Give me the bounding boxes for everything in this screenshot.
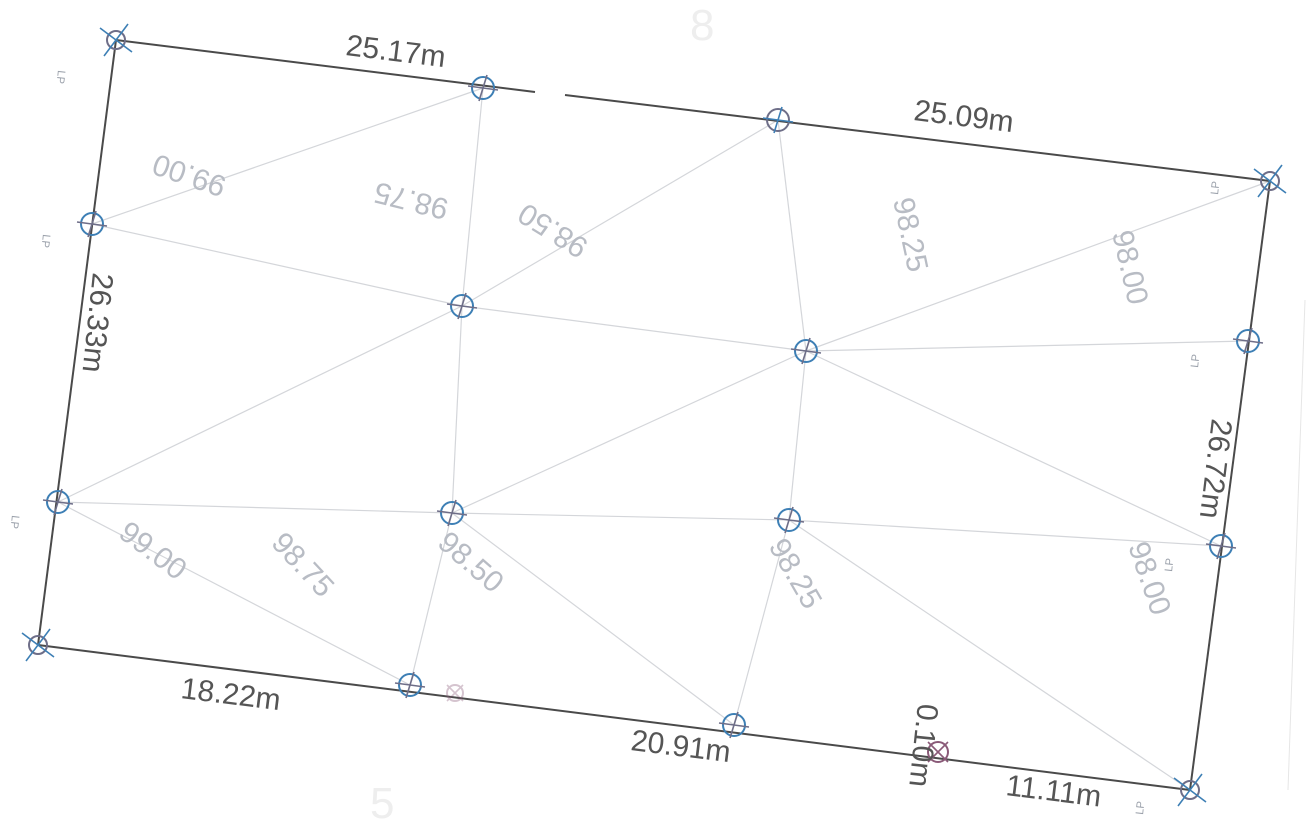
survey-marker-icon — [927, 741, 949, 763]
background-lot-numbers: 8 5 — [370, 1, 714, 828]
boundary-left — [37, 39, 117, 646]
boundary-top-right — [564, 94, 1271, 182]
survey-marker-icon — [1232, 327, 1264, 355]
point-tag: LP — [39, 234, 52, 249]
mesh-line — [57, 501, 411, 686]
mesh-line — [451, 305, 463, 514]
survey-marker-icon — [446, 292, 478, 320]
survey-markers — [21, 23, 1287, 807]
survey-marker-icon — [1173, 773, 1207, 807]
mesh-line — [461, 305, 807, 352]
mesh-line — [451, 512, 790, 521]
contour-label: 98.00 — [1105, 227, 1154, 308]
mesh-line — [461, 87, 484, 307]
dimension-left: 26.33m — [76, 271, 119, 374]
boundary-right — [1189, 180, 1271, 791]
contour-label: 98.25 — [886, 195, 934, 275]
point-tag: LP — [1209, 181, 1222, 196]
survey-marker-icon — [394, 671, 426, 699]
boundary-top-left — [115, 39, 536, 93]
survey-marker-icon — [762, 106, 794, 134]
mesh-line — [57, 305, 463, 503]
contour-label: 98.75 — [371, 175, 452, 225]
mesh-line — [805, 350, 1222, 547]
dimension-bottom-short: 0.10m — [902, 702, 944, 788]
survey-marker-icon — [21, 628, 55, 662]
lot-number-bottom: 5 — [370, 779, 394, 828]
survey-marker-icon — [718, 711, 750, 739]
triangulation-mesh — [57, 87, 1271, 791]
mesh-line — [788, 519, 1191, 791]
mesh-line — [461, 119, 779, 307]
mesh-line — [409, 512, 453, 686]
contour-label: 98.50 — [431, 525, 509, 599]
mesh-line — [733, 519, 790, 726]
point-tag: LP — [1163, 558, 1176, 573]
neighbor-boundary-line — [1287, 299, 1306, 791]
mesh-line — [788, 519, 1222, 547]
contour-label: 99.00 — [149, 147, 231, 203]
contour-labels: 99.00 98.75 98.50 98.25 98.00 99.00 98.7… — [113, 147, 1177, 619]
contour-label: 98.75 — [265, 526, 340, 603]
survey-marker-icon — [99, 23, 133, 57]
survey-marker-icon — [1253, 164, 1287, 198]
dimension-top-right: 25.09m — [912, 94, 1015, 139]
point-tag: LP — [8, 515, 21, 530]
mesh-line — [805, 340, 1249, 352]
survey-marker-icon — [467, 74, 499, 102]
dimension-labels: 25.17m 25.09m 26.33m 26.72m 18.22m 20.91… — [76, 29, 1238, 813]
contour-label: 98.00 — [1121, 538, 1177, 620]
survey-marker-icon — [76, 210, 108, 238]
mesh-line — [451, 512, 735, 726]
point-tags: LP LP LP LP LP LP LP — [8, 70, 1223, 816]
survey-marker-icon — [436, 499, 468, 527]
mesh-line — [451, 350, 807, 514]
mesh-line — [788, 350, 807, 521]
contour-label: 99.00 — [113, 515, 193, 587]
dimension-bottom-right: 11.11m — [1004, 769, 1103, 813]
mesh-line — [805, 180, 1271, 352]
survey-marker-icon — [790, 337, 822, 365]
survey-marker-icon — [446, 684, 464, 702]
mesh-line — [91, 223, 463, 307]
lot-boundary — [37, 39, 1271, 791]
contour-label: 98.50 — [513, 196, 594, 264]
point-tag: LP — [54, 70, 67, 85]
survey-marker-icon — [42, 488, 74, 516]
dimension-bottom-left: 18.22m — [179, 672, 282, 717]
mesh-line — [777, 119, 807, 352]
lot-number-top: 8 — [690, 1, 714, 50]
survey-marker-icon — [773, 506, 805, 534]
boundary-bottom — [37, 644, 1191, 791]
mesh-line — [91, 87, 484, 225]
point-tag: LP — [1134, 801, 1147, 816]
dimension-top-left: 25.17m — [344, 29, 447, 74]
survey-marker-icon — [1205, 532, 1237, 560]
mesh-line — [57, 501, 453, 514]
point-tag: LP — [1189, 354, 1202, 369]
contour-label: 98.25 — [762, 533, 828, 615]
dimension-right: 26.72m — [1193, 417, 1238, 520]
